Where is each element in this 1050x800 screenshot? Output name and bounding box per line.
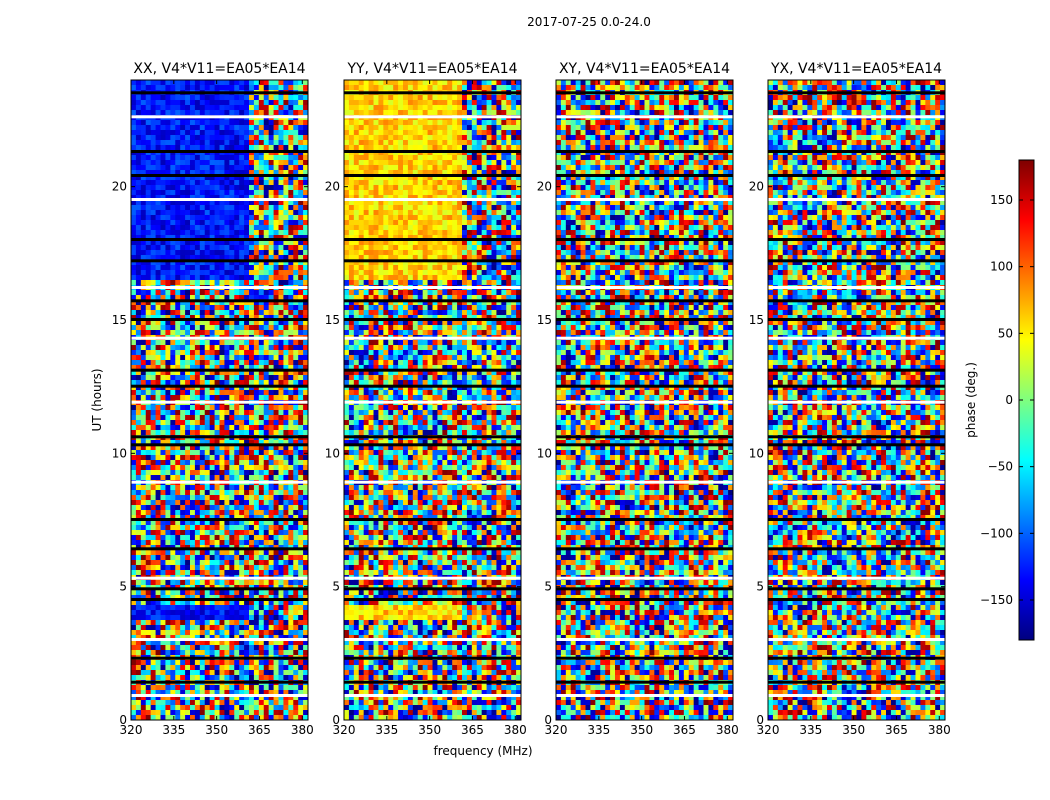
phase-image [344,80,521,720]
y-tick-label: 5 [756,580,764,594]
panel-4: YX, V4*V11=EA05*EA14 320 335 350 365 380 0 5 10 1… [749,61,951,737]
y-axis-label: UT (hours) [90,368,104,431]
x-tick-label: 335 [162,723,185,737]
panel-title: XX, V4*V11=EA05*EA14 [133,61,305,77]
y-tick-label: 10 [325,446,340,460]
y-tick-label: 20 [749,180,764,194]
x-tick-label: 335 [799,723,822,737]
x-tick-label: 380 [928,723,951,737]
panel-title: XY, V4*V11=EA05*EA14 [559,61,730,77]
panel-title: YX, V4*V11=EA05*EA14 [770,61,942,77]
colorbar-tick-label: 150 [990,193,1013,207]
y-tick-label: 0 [756,713,764,727]
x-tick-label: 365 [248,723,271,737]
y-tick-label: 15 [749,313,764,327]
phase-image [556,80,733,720]
colorbar-tick-label: −100 [980,526,1013,540]
x-tick-label: 350 [418,723,441,737]
x-tick-label: 335 [375,723,398,737]
x-tick-label: 380 [504,723,527,737]
panel-2: YY, V4*V11=EA05*EA14 320 335 350 365 380 0 5 10 1… [325,61,527,737]
y-tick-label: 5 [544,580,552,594]
y-tick-label: 5 [119,580,127,594]
x-tick-label: 365 [673,723,696,737]
colorbar: −150 −100 −50 0 50 100 150 [980,159,1035,641]
colorbar-tick-label: 0 [1005,393,1013,407]
y-tick-label: 0 [332,713,340,727]
phase-image [131,80,308,720]
x-axis-label: frequency (MHz) [433,744,532,758]
panel-1: XX, V4*V11=EA05*EA14 320 335 350 365 380 0 5 10 1… [112,61,314,737]
panel-3: XY, V4*V11=EA05*EA14 320 335 350 365 380 0 5 10 1… [537,61,739,737]
x-tick-label: 320 [545,723,568,737]
colorbar-label: phase (deg.) [964,362,978,438]
y-tick-label: 0 [119,713,127,727]
y-tick-label: 20 [112,180,127,194]
y-tick-label: 15 [537,313,552,327]
axes-frame [130,79,309,721]
y-tick-label: 10 [749,446,764,460]
y-tick-label: 15 [325,313,340,327]
y-tick-label: 20 [325,180,340,194]
axes-frame [767,79,946,721]
x-tick-label: 320 [757,723,780,737]
y-tick-label: 5 [332,580,340,594]
phase-image [768,80,945,720]
colorbar-tick-label: 50 [998,326,1013,340]
y-tick-label: 10 [112,446,127,460]
y-tick-label: 0 [544,713,552,727]
x-tick-label: 320 [120,723,143,737]
colorbar-tick-label: −150 [980,593,1013,607]
axes-frame [555,79,734,721]
y-tick-label: 20 [537,180,552,194]
x-tick-label: 350 [842,723,865,737]
suptitle: 2017-07-25 0.0-24.0 [527,15,651,29]
x-tick-label: 365 [461,723,484,737]
panels: XX, V4*V11=EA05*EA14 320 335 350 365 380 0 5 10 1… [112,61,951,737]
y-tick-label: 15 [112,313,127,327]
colorbar-tick-label: −50 [988,460,1013,474]
x-tick-label: 335 [587,723,610,737]
x-tick-label: 350 [630,723,653,737]
panel-title: YY, V4*V11=EA05*EA14 [346,61,517,77]
x-tick-label: 350 [205,723,228,737]
x-tick-label: 320 [333,723,356,737]
colorbar-tick-label: 100 [990,260,1013,274]
axes-frame [343,79,522,721]
x-tick-label: 380 [716,723,739,737]
x-tick-label: 380 [291,723,314,737]
y-tick-label: 10 [537,446,552,460]
x-tick-label: 365 [885,723,908,737]
